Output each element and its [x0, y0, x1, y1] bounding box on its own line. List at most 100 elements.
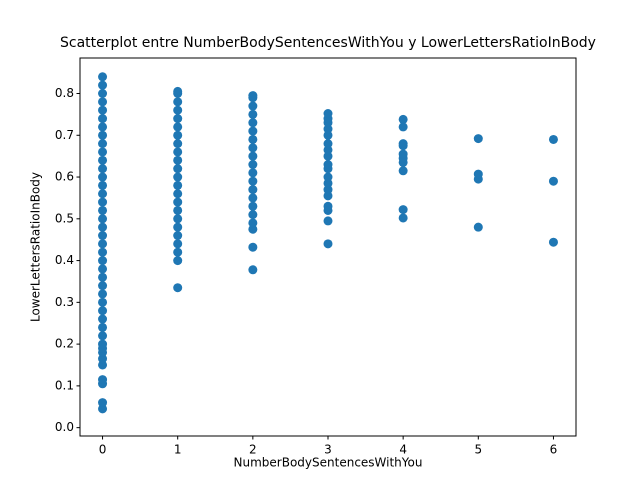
point [248, 118, 258, 128]
point [98, 281, 108, 291]
y-tick-label: 0.5 [55, 211, 74, 225]
point [248, 201, 258, 211]
x-tick-label: 3 [324, 443, 332, 457]
point [473, 169, 483, 179]
point [98, 222, 108, 232]
point [173, 189, 183, 199]
point [473, 222, 483, 232]
point [98, 354, 108, 364]
point [173, 222, 183, 232]
point [98, 339, 108, 349]
x-tick-label: 0 [99, 443, 107, 457]
point [98, 264, 108, 274]
point [98, 272, 108, 282]
point [173, 256, 183, 266]
point [98, 214, 108, 224]
point [398, 114, 408, 124]
x-axis-label: NumberBodySentencesWithYou [234, 456, 423, 470]
point [98, 122, 108, 132]
point [173, 172, 183, 182]
point [323, 124, 333, 134]
point [98, 130, 108, 140]
point [98, 360, 108, 370]
point [548, 134, 558, 144]
point [98, 89, 108, 99]
point [398, 149, 408, 159]
point [248, 126, 258, 136]
point [98, 147, 108, 157]
y-tick-label: 0.4 [55, 253, 74, 267]
point [98, 189, 108, 199]
point [323, 109, 333, 119]
point [98, 105, 108, 115]
point [98, 256, 108, 266]
point [548, 176, 558, 186]
point [323, 130, 333, 140]
point [173, 214, 183, 224]
point [323, 216, 333, 226]
point [173, 139, 183, 149]
point [248, 265, 258, 275]
x-tick-label: 2 [249, 443, 257, 457]
point [248, 134, 258, 144]
point [248, 242, 258, 252]
x-tick-label: 1 [174, 443, 182, 457]
point [98, 164, 108, 174]
point [98, 180, 108, 190]
point [98, 289, 108, 299]
point [248, 176, 258, 186]
point [98, 239, 108, 249]
point [173, 122, 183, 132]
point [98, 205, 108, 215]
point [98, 297, 108, 307]
point [98, 172, 108, 182]
point [98, 314, 108, 324]
point [323, 145, 333, 155]
point [173, 114, 183, 124]
point [248, 185, 258, 195]
point [248, 151, 258, 161]
point [323, 239, 333, 249]
point [98, 72, 108, 82]
point [98, 197, 108, 207]
point [248, 224, 258, 234]
point [98, 114, 108, 124]
y-tick-label: 0.0 [55, 420, 74, 434]
point [173, 105, 183, 115]
point [173, 147, 183, 157]
y-tick-label: 0.7 [55, 128, 74, 142]
x-tick-label: 6 [550, 443, 558, 457]
point [398, 166, 408, 176]
y-tick-label: 0.6 [55, 170, 74, 184]
point [398, 205, 408, 215]
point [323, 160, 333, 170]
point [173, 231, 183, 241]
x-tick-label: 4 [399, 443, 407, 457]
point [323, 201, 333, 211]
point [98, 231, 108, 241]
point [323, 191, 333, 201]
point [248, 101, 258, 111]
point [98, 398, 108, 408]
point [248, 91, 258, 101]
point [173, 180, 183, 190]
y-tick-label: 0.2 [55, 337, 74, 351]
point [248, 218, 258, 228]
point [173, 197, 183, 207]
point [398, 139, 408, 149]
point [323, 178, 333, 188]
point [398, 122, 408, 132]
point [248, 143, 258, 153]
point [248, 109, 258, 119]
point [98, 97, 108, 107]
point [248, 160, 258, 170]
point [173, 164, 183, 174]
point [323, 185, 333, 195]
point [98, 155, 108, 165]
point [98, 247, 108, 257]
point [473, 134, 483, 144]
point [173, 205, 183, 215]
point [548, 237, 558, 247]
x-tick-label: 5 [474, 443, 482, 457]
